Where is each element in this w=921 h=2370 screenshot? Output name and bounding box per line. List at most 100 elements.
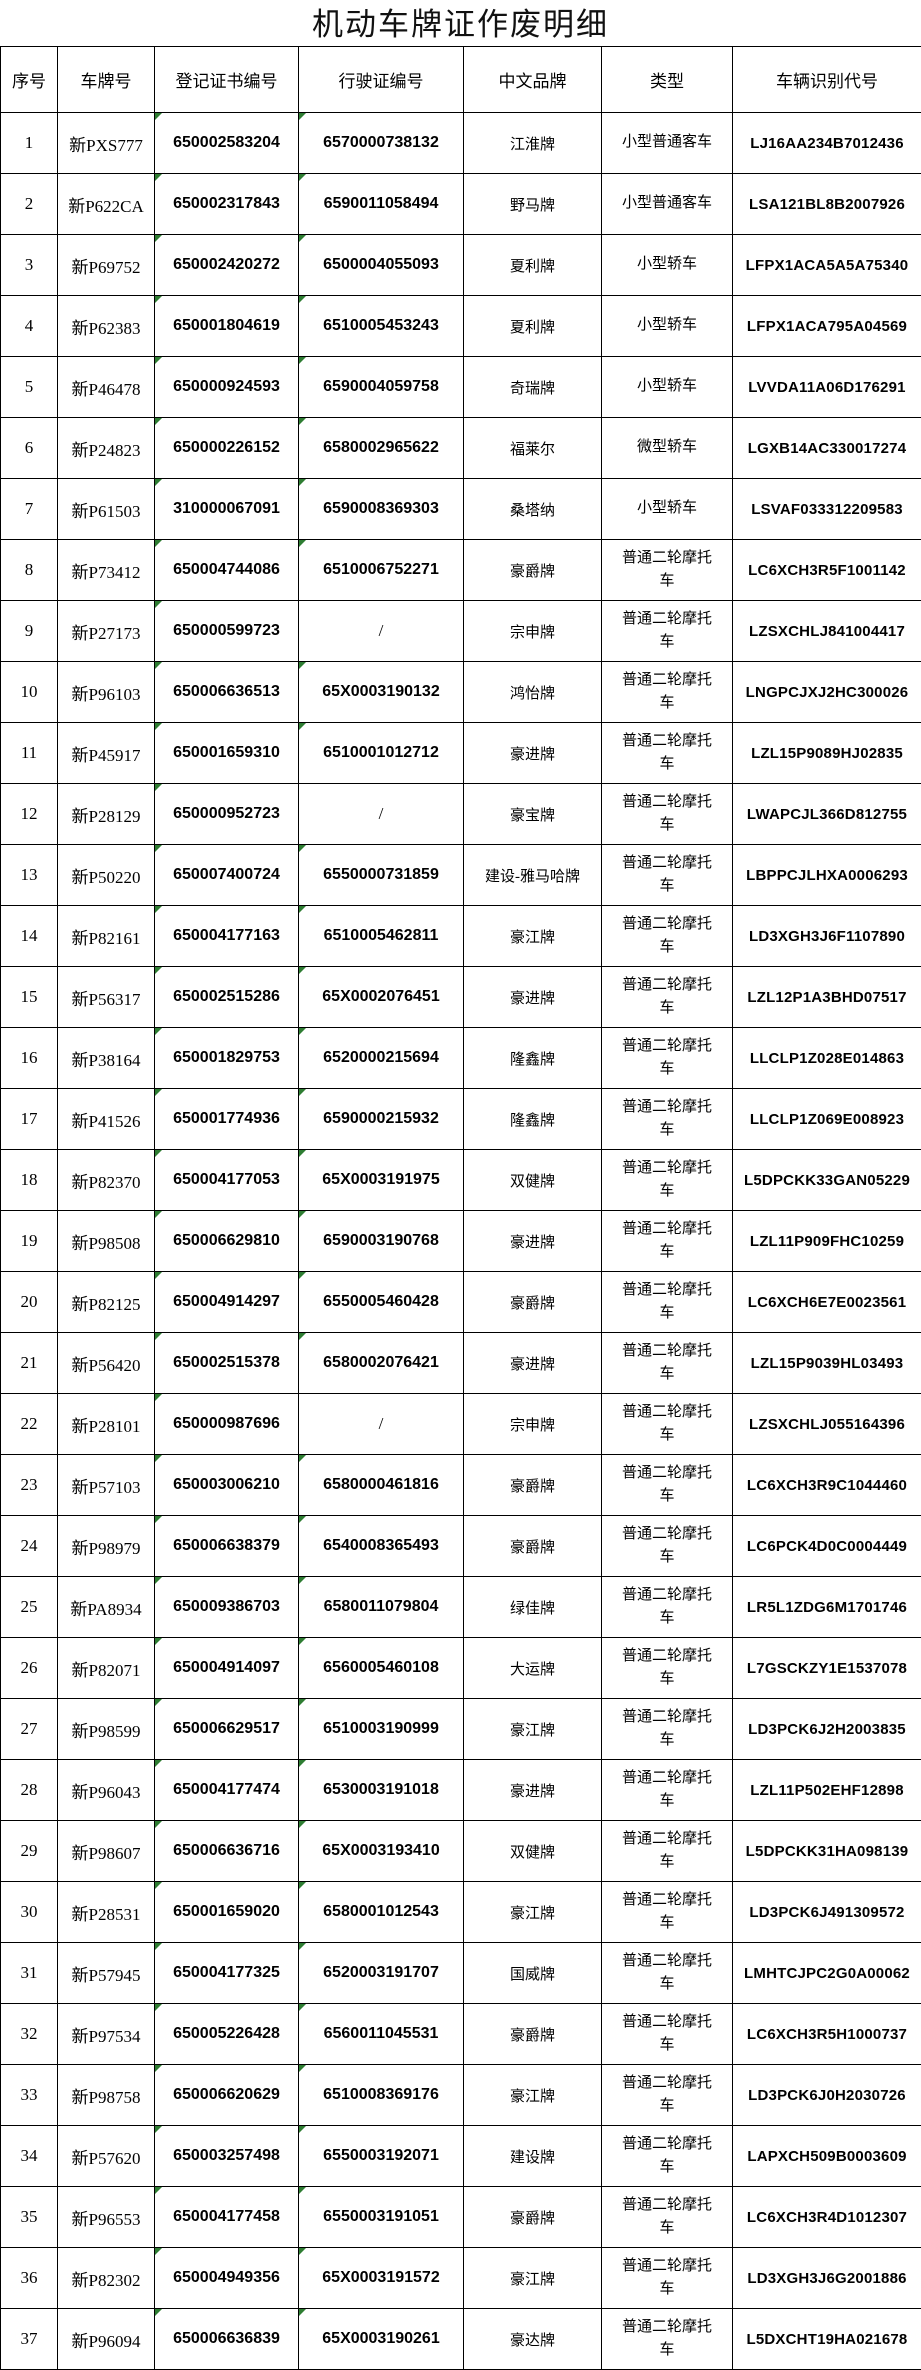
text-number-indicator-icon — [155, 1333, 162, 1340]
cell-vin: LLCLP1Z028E014863 — [733, 1028, 921, 1089]
cell-reg-no: 650005226428 — [155, 2004, 299, 2065]
text-number-indicator-icon — [299, 296, 306, 303]
cell-vin: LZL12P1A3BHD07517 — [733, 967, 921, 1028]
cell-type: 普通二轮摩托车 — [602, 1760, 733, 1821]
cell-lic-no: 6500004055093 — [299, 235, 464, 296]
cell-plate: 新P82302 — [58, 2248, 155, 2309]
cell-lic-no: 6520000215694 — [299, 1028, 464, 1089]
cell-type: 普通二轮摩托车 — [602, 2126, 733, 2187]
column-header-index: 序号 — [1, 47, 58, 113]
text-number-indicator-icon — [155, 845, 162, 852]
cell-reg-no: 650004177474 — [155, 1760, 299, 1821]
cell-type: 普通二轮摩托车 — [602, 540, 733, 601]
cell-type: 普通二轮摩托车 — [602, 1211, 733, 1272]
cell-plate: 新P28129 — [58, 784, 155, 845]
cell-brand: 宗申牌 — [464, 1394, 602, 1455]
cell-reg-no: 650000924593 — [155, 357, 299, 418]
text-number-indicator-icon — [299, 723, 306, 730]
cell-reg-no: 650000952723 — [155, 784, 299, 845]
cell-type: 普通二轮摩托车 — [602, 1272, 733, 1333]
cell-lic-no: / — [299, 601, 464, 662]
cell-index: 10 — [1, 662, 58, 723]
text-number-indicator-icon — [299, 2187, 306, 2194]
cell-vin: LLCLP1Z069E008923 — [733, 1089, 921, 1150]
cell-reg-no: 650001659310 — [155, 723, 299, 784]
cell-index: 14 — [1, 906, 58, 967]
text-number-indicator-icon — [299, 1333, 306, 1340]
cell-plate: 新P98599 — [58, 1699, 155, 1760]
cell-reg-no: 650006638379 — [155, 1516, 299, 1577]
cell-vin: LC6XCH3R5H1000737 — [733, 2004, 921, 2065]
cell-type: 普通二轮摩托车 — [602, 845, 733, 906]
column-header-vin: 车辆识别代号 — [733, 47, 921, 113]
cell-vin: L5DXCHT19HA021678 — [733, 2309, 921, 2370]
cell-brand: 大运牌 — [464, 1638, 602, 1699]
column-header-brand: 中文品牌 — [464, 47, 602, 113]
cell-lic-no: 6510003190999 — [299, 1699, 464, 1760]
cell-plate: 新P73412 — [58, 540, 155, 601]
cell-brand: 豪爵牌 — [464, 2004, 602, 2065]
text-number-indicator-icon — [155, 1821, 162, 1828]
text-number-indicator-icon — [299, 2248, 306, 2255]
cell-index: 12 — [1, 784, 58, 845]
cell-vin: L7GSCKZY1E1537078 — [733, 1638, 921, 1699]
cell-vin: LBPPCJLHXA0006293 — [733, 845, 921, 906]
cell-reg-no: 650004177163 — [155, 906, 299, 967]
cell-index: 15 — [1, 967, 58, 1028]
cell-lic-no: 6590003190768 — [299, 1211, 464, 1272]
cell-index: 11 — [1, 723, 58, 784]
cell-brand: 隆鑫牌 — [464, 1089, 602, 1150]
cell-plate: 新P622CA — [58, 174, 155, 235]
cell-plate: 新P82161 — [58, 906, 155, 967]
cell-plate: 新P50220 — [58, 845, 155, 906]
cell-index: 1 — [1, 113, 58, 174]
text-number-indicator-icon — [155, 1699, 162, 1706]
cell-vin: LC6XCH3R5F1001142 — [733, 540, 921, 601]
text-number-indicator-icon — [299, 174, 306, 181]
cell-reg-no: 650003257498 — [155, 2126, 299, 2187]
cell-type: 微型轿车 — [602, 418, 733, 479]
cell-vin: LD3XGH3J6G2001886 — [733, 2248, 921, 2309]
cell-index: 24 — [1, 1516, 58, 1577]
cell-type: 普通二轮摩托车 — [602, 1333, 733, 1394]
text-number-indicator-icon — [155, 1943, 162, 1950]
text-number-indicator-icon — [299, 479, 306, 486]
cell-brand: 豪爵牌 — [464, 1455, 602, 1516]
cell-reg-no: 650006636716 — [155, 1821, 299, 1882]
cell-plate: 新P28531 — [58, 1882, 155, 1943]
cell-brand: 豪江牌 — [464, 2248, 602, 2309]
text-number-indicator-icon — [155, 1150, 162, 1157]
cell-lic-no: 6590008369303 — [299, 479, 464, 540]
cell-vin: LD3PCK6J0H2030726 — [733, 2065, 921, 2126]
cell-brand: 豪江牌 — [464, 1699, 602, 1760]
cell-index: 28 — [1, 1760, 58, 1821]
cell-vin: LSA121BL8B2007926 — [733, 174, 921, 235]
cell-vin: LAPXCH509B0003609 — [733, 2126, 921, 2187]
cell-type: 小型普通客车 — [602, 113, 733, 174]
cell-plate: 新P96553 — [58, 2187, 155, 2248]
cell-vin: LZL11P909FHC10259 — [733, 1211, 921, 1272]
cell-type: 普通二轮摩托车 — [602, 1943, 733, 2004]
cell-brand: 豪爵牌 — [464, 1272, 602, 1333]
text-number-indicator-icon — [299, 235, 306, 242]
cell-vin: LD3PCK6J491309572 — [733, 1882, 921, 1943]
cell-lic-no: 65X0003191572 — [299, 2248, 464, 2309]
text-number-indicator-icon — [299, 1516, 306, 1523]
column-header-type: 类型 — [602, 47, 733, 113]
cell-brand: 野马牌 — [464, 174, 602, 235]
text-number-indicator-icon — [155, 174, 162, 181]
cell-reg-no: 650000987696 — [155, 1394, 299, 1455]
cell-lic-no: 6530003191018 — [299, 1760, 464, 1821]
cell-lic-no: 6570000738132 — [299, 113, 464, 174]
